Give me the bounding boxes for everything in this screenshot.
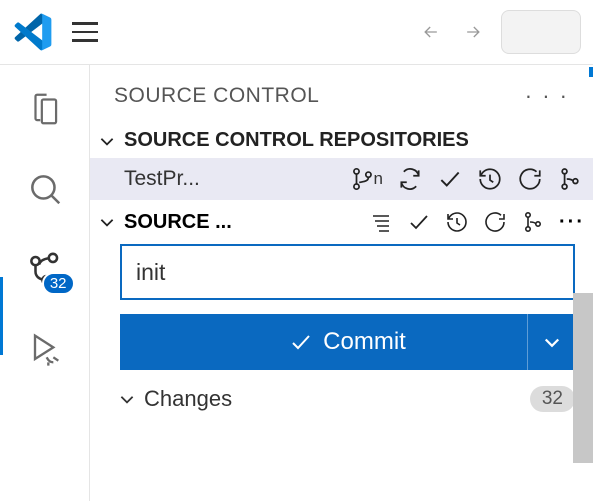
- explorer-icon[interactable]: [25, 89, 65, 129]
- titlebar: [0, 0, 593, 65]
- active-indicator: [0, 277, 3, 355]
- graph-icon[interactable]: [557, 166, 583, 192]
- chevron-down-icon: [98, 213, 116, 231]
- run-debug-icon[interactable]: [25, 329, 65, 369]
- repos-section-header[interactable]: SOURCE CONTROL REPOSITORIES: [90, 123, 593, 158]
- refresh-icon[interactable]: [483, 210, 507, 234]
- source-control-panel: SOURCE CONTROL · · · SOURCE CONTROL REPO…: [90, 65, 593, 501]
- source-control-section-header[interactable]: SOURCE ... ···: [90, 200, 593, 244]
- check-icon: [289, 330, 313, 354]
- refresh-icon[interactable]: [517, 166, 543, 192]
- repo-name: TestPr...: [124, 167, 200, 191]
- graph-icon[interactable]: [521, 210, 545, 234]
- activity-bar: 32: [0, 65, 90, 501]
- branch-icon[interactable]: n: [350, 166, 383, 192]
- chevron-down-icon: [542, 332, 562, 352]
- check-icon[interactable]: [437, 166, 463, 192]
- check-icon[interactable]: [407, 210, 431, 234]
- scm-badge: 32: [42, 272, 75, 295]
- more-icon[interactable]: ···: [559, 211, 585, 234]
- commit-dropdown[interactable]: [527, 314, 575, 370]
- changes-count: 32: [530, 386, 575, 412]
- commit-message-input[interactable]: [120, 244, 575, 300]
- command-center[interactable]: [501, 10, 581, 54]
- history-icon[interactable]: [477, 166, 503, 192]
- repos-title: SOURCE CONTROL REPOSITORIES: [124, 129, 469, 152]
- history-icon[interactable]: [445, 210, 469, 234]
- repo-row[interactable]: TestPr... n: [90, 158, 593, 200]
- sc-title: SOURCE ...: [124, 211, 232, 234]
- changes-section[interactable]: Changes 32: [90, 370, 593, 412]
- accent-bar: [589, 67, 593, 77]
- nav-forward-icon[interactable]: [459, 18, 487, 46]
- source-control-icon[interactable]: 32: [25, 249, 65, 289]
- changes-label: Changes: [144, 386, 232, 412]
- nav-back-icon[interactable]: [417, 18, 445, 46]
- panel-more-icon[interactable]: · · ·: [525, 83, 569, 109]
- vscode-logo-icon: [12, 11, 54, 53]
- search-icon[interactable]: [25, 169, 65, 209]
- scrollbar[interactable]: [573, 293, 593, 463]
- tree-view-icon[interactable]: [369, 210, 393, 234]
- chevron-down-icon: [118, 390, 136, 408]
- chevron-down-icon: [98, 132, 116, 150]
- commit-button-label: Commit: [323, 328, 406, 356]
- panel-title: SOURCE CONTROL: [114, 84, 319, 108]
- sync-icon[interactable]: [397, 166, 423, 192]
- commit-button[interactable]: Commit: [120, 314, 575, 370]
- menu-icon[interactable]: [72, 22, 98, 42]
